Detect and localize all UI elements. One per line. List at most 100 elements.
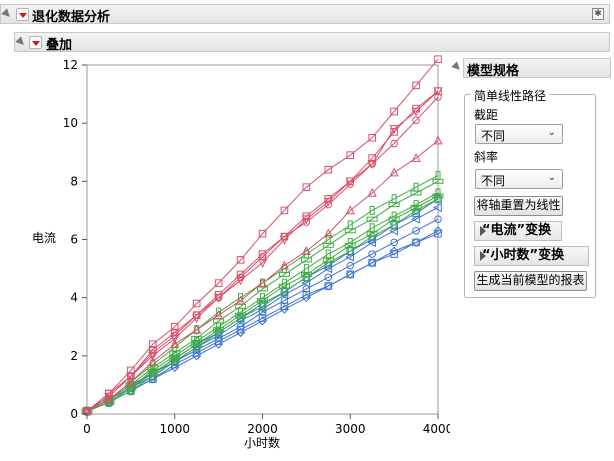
rect-v-marker <box>391 220 397 230</box>
rect-v-marker <box>435 194 441 204</box>
rect-h-marker <box>410 190 422 196</box>
circle-marker <box>324 273 333 282</box>
series-line <box>86 218 439 412</box>
rect-v-marker <box>260 301 265 311</box>
x-tick-label: 0 <box>83 422 91 436</box>
y-tick-label: 6 <box>70 233 78 247</box>
y-tick-label: 12 <box>63 58 78 72</box>
series-line <box>86 230 439 412</box>
reset-axes-button[interactable]: 将轴重置为线性 <box>474 196 563 216</box>
y-tick-label: 4 <box>70 291 78 305</box>
rect-v-marker <box>413 205 419 215</box>
disclosure-triangle-icon <box>480 226 486 236</box>
square-marker <box>236 270 245 279</box>
x-tick-label: 1000 <box>159 422 190 436</box>
overlay-menu-button[interactable] <box>29 36 42 49</box>
triangle-left-marker <box>410 214 420 224</box>
square-marker <box>149 346 157 354</box>
triangle-up-marker <box>367 187 377 197</box>
series-line <box>86 198 439 412</box>
square-marker <box>302 212 311 221</box>
rect-v-marker <box>172 357 178 367</box>
square-marker <box>192 311 201 319</box>
generate-report-button[interactable]: 生成当前模型的报表 <box>474 271 587 291</box>
square-marker <box>412 81 420 90</box>
model-spec-title: 模型规格 <box>467 64 520 79</box>
rect-h-marker <box>388 202 400 208</box>
collapse-model-spec-icon[interactable] <box>451 61 463 73</box>
circle-marker <box>412 226 420 235</box>
rect-v-marker <box>216 328 222 338</box>
report-title: 退化数据分析 <box>32 10 111 25</box>
triangle-up-marker <box>235 295 246 305</box>
rect-h-marker <box>366 216 378 222</box>
series-line <box>86 90 439 412</box>
rect-v-marker <box>238 293 244 303</box>
rect-v-marker <box>347 246 353 256</box>
triangle-up-marker <box>411 152 421 162</box>
square-marker <box>214 279 223 287</box>
square-marker <box>214 290 223 299</box>
square-marker <box>302 183 311 191</box>
hours-transform-label: “小时数”变换 <box>482 248 565 263</box>
square-marker <box>149 340 157 348</box>
red-series <box>83 55 442 415</box>
triangle-up-marker <box>279 260 290 270</box>
triangle-down-marker <box>148 352 158 361</box>
square-marker <box>390 221 398 229</box>
rect-h-marker <box>257 286 268 292</box>
rect-v-marker <box>150 365 156 375</box>
chevron-down-icon: ⌄ <box>547 127 556 138</box>
diamond-marker <box>389 246 399 256</box>
rect-v-marker <box>281 287 287 297</box>
square-marker <box>324 194 333 203</box>
rect-h-marker <box>81 408 93 414</box>
triangle-up-marker <box>389 167 399 177</box>
slope-label: 斜率 <box>474 150 499 164</box>
overlay-chart: 0 2 4 6 8 10 12 0 1000 2000 3000 4000 电流 小时数 <box>32 55 450 450</box>
diamond-marker <box>192 351 202 361</box>
x-axis-label: 小时数 <box>244 435 280 450</box>
intercept-select[interactable]: 不同 ⌄ <box>475 124 563 144</box>
square-marker <box>170 322 179 331</box>
report-menu-button[interactable] <box>16 8 29 21</box>
intercept-label: 截距 <box>474 108 499 122</box>
diamond-marker <box>345 269 355 279</box>
rect-v-marker <box>194 336 200 346</box>
rect-v-marker <box>216 307 222 317</box>
diamond-marker <box>214 339 224 349</box>
rect-v-marker <box>260 293 265 303</box>
square-marker <box>280 288 289 296</box>
circle-marker <box>434 93 442 101</box>
triangle-up-marker <box>323 228 333 238</box>
report-close-icon[interactable]: ✱ <box>592 8 604 20</box>
hours-transform-disclosure[interactable]: “小时数”变换 <box>474 246 589 266</box>
square-marker <box>324 165 333 174</box>
current-transform-label: “电流”变换 <box>482 223 552 238</box>
circle-marker <box>434 215 442 223</box>
rect-h-marker <box>300 257 312 263</box>
rect-v-marker <box>391 211 397 221</box>
slope-select[interactable]: 不同 ⌄ <box>475 169 563 189</box>
overlay-header <box>14 32 610 52</box>
diamond-marker <box>301 293 311 303</box>
current-transform-disclosure[interactable]: “电流”变换 <box>474 221 562 241</box>
rect-h-marker <box>278 271 290 277</box>
report-header <box>0 4 610 24</box>
rect-v-marker <box>281 278 287 288</box>
triangle-up-marker <box>345 205 355 215</box>
triangle-up-marker <box>126 376 136 386</box>
rect-v-marker <box>435 188 441 198</box>
green-series <box>84 194 441 416</box>
square-marker <box>346 247 355 255</box>
triangle-up-marker <box>104 394 114 404</box>
rect-v-marker <box>172 351 178 361</box>
chevron-down-icon: ⌄ <box>547 172 556 183</box>
diamond-marker <box>236 328 246 338</box>
rect-v-marker <box>216 322 222 332</box>
square-marker <box>434 229 442 238</box>
rect-h-marker <box>344 228 356 234</box>
square-marker <box>390 128 398 136</box>
overlay-title: 叠加 <box>46 38 73 53</box>
triangle-up-marker <box>148 356 158 366</box>
